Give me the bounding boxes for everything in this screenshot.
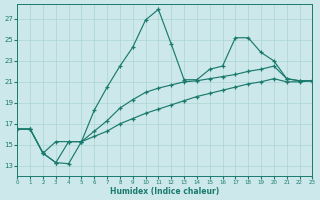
X-axis label: Humidex (Indice chaleur): Humidex (Indice chaleur) (110, 187, 220, 196)
